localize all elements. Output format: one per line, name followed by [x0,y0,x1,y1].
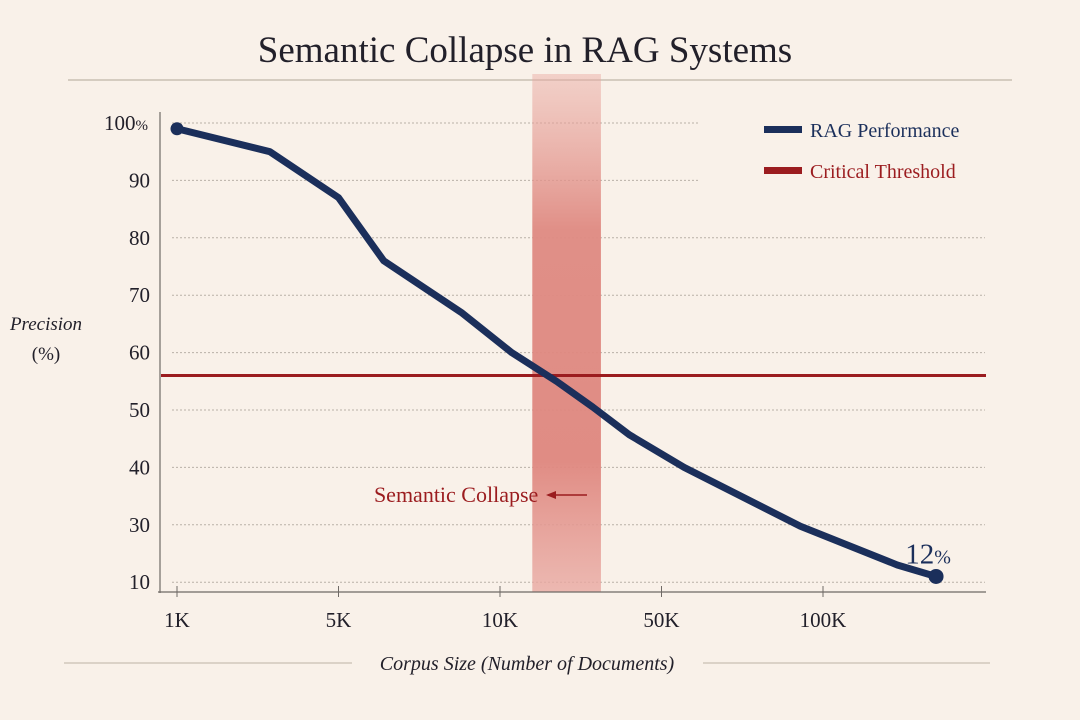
y-tick-label: 40 [129,455,150,479]
end-point-marker [928,568,944,584]
start-point-marker [170,122,184,136]
legend: RAG Performance Critical Threshold [764,120,960,183]
y-tick-label: 50 [129,398,150,422]
y-tick-label: 80 [129,226,150,250]
legend-label-threshold: Critical Threshold [810,161,956,183]
x-tick-label: 10K [482,608,518,632]
semantic-collapse-label: Semantic Collapse [374,482,538,507]
x-tick-label: 100K [800,608,847,632]
y-tick-label: 30 [129,513,150,537]
gridlines [172,122,985,583]
x-ticks: 1K 5K 10K 50K 100K [164,586,846,632]
x-tick-label: 50K [643,608,679,632]
legend-swatch-rag [764,126,802,133]
rag-performance-line [173,125,940,580]
semantic-collapse-band [532,74,601,592]
x-tick-label: 1K [164,608,190,632]
legend-label-rag: RAG Performance [810,120,960,142]
y-tick-label: 100% [104,111,148,135]
y-tick-label: 90 [129,168,150,192]
legend-swatch-threshold [764,167,802,174]
y-tick-label: 70 [129,283,150,307]
end-value-label: 12% [905,538,951,570]
annotation-arrow [546,491,587,499]
y-tick-label: 10 [129,570,150,594]
x-axis-label: Corpus Size (Number of Documents) [380,653,675,675]
chart-title: Semantic Collapse in RAG Systems [258,30,792,71]
y-axis-label: Precision [9,314,82,335]
y-tick-label: 60 [129,341,150,365]
x-tick-label: 5K [326,608,352,632]
y-ticks: 100% 90 80 70 60 50 40 30 10 [104,111,150,594]
y-axis-unit: (%) [32,344,60,365]
